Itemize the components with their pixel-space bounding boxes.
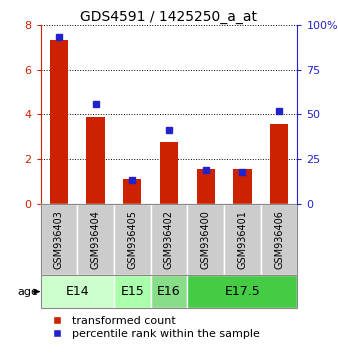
Text: GSM936406: GSM936406 [274, 210, 284, 269]
Text: E14: E14 [66, 285, 89, 298]
Bar [151, 275, 187, 308]
Bar [151, 204, 187, 275]
Text: GSM936404: GSM936404 [91, 210, 101, 269]
Bar [41, 275, 114, 308]
Title: GDS4591 / 1425250_a_at: GDS4591 / 1425250_a_at [80, 10, 258, 24]
Bar [224, 204, 261, 275]
Legend: transformed count, percentile rank within the sample: transformed count, percentile rank withi… [46, 316, 260, 339]
Bar [233, 169, 251, 204]
Bar [114, 275, 151, 308]
Text: E15: E15 [120, 285, 144, 298]
Bar [41, 204, 77, 275]
Text: age: age [18, 287, 39, 297]
Bar [187, 275, 297, 308]
Text: E16: E16 [157, 285, 181, 298]
Text: E17.5: E17.5 [224, 285, 260, 298]
Bar [123, 179, 142, 204]
Bar [160, 142, 178, 204]
Bar [114, 204, 151, 275]
Text: GSM936405: GSM936405 [127, 210, 137, 269]
Bar [87, 116, 105, 204]
Bar [50, 40, 68, 204]
Text: GSM936402: GSM936402 [164, 210, 174, 269]
Bar [270, 124, 288, 204]
Text: GSM936401: GSM936401 [237, 210, 247, 269]
Bar [196, 169, 215, 204]
Bar [261, 204, 297, 275]
Text: GSM936400: GSM936400 [201, 210, 211, 269]
Bar [187, 204, 224, 275]
Text: GSM936403: GSM936403 [54, 210, 64, 269]
Bar [77, 204, 114, 275]
